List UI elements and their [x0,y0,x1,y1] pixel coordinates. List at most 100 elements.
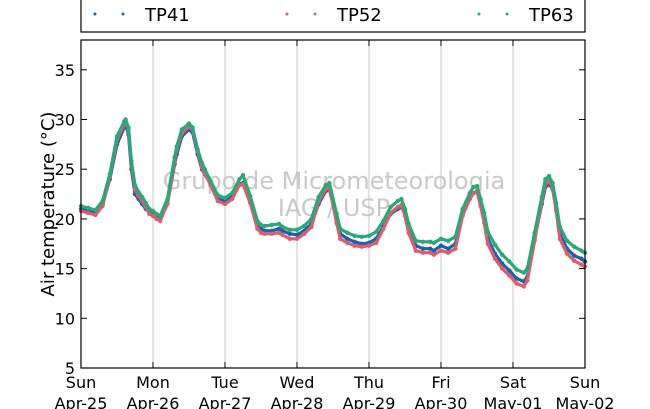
watermark-line-1: Grupo de Micrometeorologia [163,167,505,195]
legend-box [80,0,586,33]
data-point [507,259,512,264]
data-point [258,222,264,228]
y-tick-label: 25 [55,160,75,179]
data-point [302,223,307,229]
data-point [276,230,282,235]
data-point [123,117,128,122]
data-point [467,190,472,196]
data-point [492,256,498,261]
data-point [359,234,364,239]
data-point [485,229,490,234]
data-point [237,177,242,182]
x-tick-label-date: May-01 [484,394,543,409]
gridlines [152,40,514,368]
data-point [222,201,228,207]
data-point [352,239,357,244]
data-point [572,258,577,263]
data-point [471,184,476,190]
data-point [262,223,267,229]
data-point [280,232,285,237]
legend-entry-tp63: TP63 [477,5,574,26]
data-point [438,248,444,253]
data-point [420,239,426,244]
x-tick-label-day: Fri [431,373,450,392]
data-point [338,236,343,241]
x-tick-label-day: Sun [570,373,600,392]
data-point [255,226,260,231]
data-point [222,195,228,201]
legend: TP41 TP52 TP63 [80,0,586,33]
series-tp63 [78,117,588,275]
series-layer [78,117,588,289]
data-point [93,207,98,213]
data-point [86,205,91,211]
data-point [579,256,584,261]
data-point [107,172,113,177]
y-tick-label: 30 [55,111,75,130]
data-point [446,238,451,243]
data-point [374,240,379,245]
data-point [165,196,170,202]
x-tick-label-day: Sun [66,373,96,392]
data-point [215,192,220,198]
data-point [154,216,159,222]
data-point [482,210,487,216]
data-point [338,226,343,231]
x-tick-label-day: Thu [353,373,384,392]
data-point [258,230,264,235]
data-point [514,267,519,272]
data-point [309,224,314,230]
legend-label-tp63: TP63 [528,5,574,26]
data-point [438,243,444,248]
x-tick-label-day: Sat [500,373,526,392]
x-tick-label-date: Apr-29 [343,394,396,409]
data-point [352,233,357,238]
x-tick-label-day: Tue [210,373,238,392]
data-point [359,244,364,249]
data-point [323,182,328,188]
data-point [208,178,213,184]
data-point [262,231,267,236]
plot-frame [80,39,586,369]
data-point [428,250,433,255]
data-point [240,173,246,178]
x-tick-label-date: Apr-28 [271,394,324,409]
data-point [420,250,426,255]
data-point [500,266,505,271]
data-point [428,246,433,251]
data-point [126,125,131,130]
data-point [507,273,512,278]
data-point [147,211,152,217]
data-point [395,198,400,204]
data-point [158,213,163,219]
data-point [525,266,530,271]
data-point [129,159,134,164]
data-point [345,240,350,245]
axis-ticks: Sun Apr-25 Mon Apr-26 Tue Apr-27 Wed Apr-28 Thu A… [55,40,615,409]
legend-entry-tp52: TP52 [285,5,382,26]
x-tick-label-date: May-02 [556,394,615,409]
data-point [413,248,418,253]
data-point [402,206,408,212]
data-point [100,198,105,204]
data-point [474,183,480,189]
data-point [514,276,519,281]
data-point [190,125,195,130]
legend-label-tp52: TP52 [336,5,382,26]
data-point [186,121,192,126]
data-point [230,196,235,202]
data-point [420,246,426,251]
data-point [174,144,179,149]
data-point [388,204,393,210]
data-point [147,206,152,212]
data-point [158,218,163,224]
data-point [564,251,570,256]
legend-marker-tp63 [477,12,481,16]
data-point [521,270,526,275]
y-axis-title: Air temperature (°C) [38,112,59,297]
data-point [453,234,458,239]
x-tick-label-date: Apr-25 [55,394,108,409]
data-point [316,194,321,200]
data-point [345,236,350,241]
data-point [309,216,314,222]
